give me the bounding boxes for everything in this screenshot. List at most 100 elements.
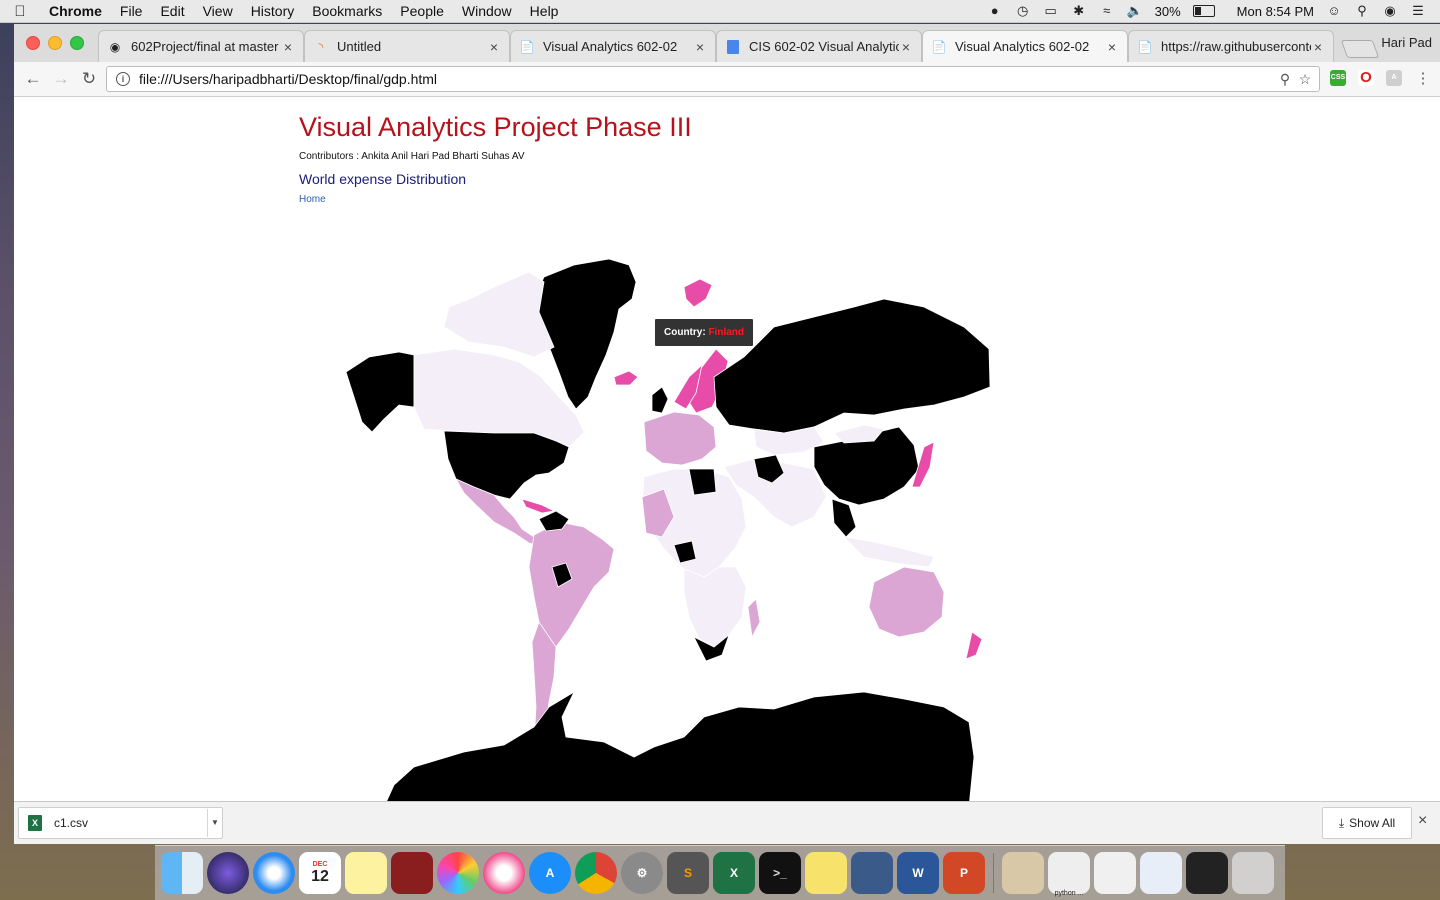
trash-icon[interactable]	[1232, 852, 1274, 894]
lock-icon[interactable]: ●	[990, 3, 999, 18]
home-link[interactable]: Home	[299, 194, 326, 205]
country-africa-west[interactable]	[641, 488, 675, 538]
bookmark-star-icon[interactable]: ☆	[1298, 70, 1312, 87]
calendar-icon[interactable]: DEC 12	[299, 852, 341, 894]
tab-cis-602[interactable]: CIS 602-02 Visual Analytic ×	[716, 30, 922, 62]
close-tab-icon[interactable]: ×	[901, 38, 911, 55]
country-iceland[interactable]	[613, 370, 639, 386]
menu-view[interactable]: View	[202, 3, 233, 19]
address-bar[interactable]: i file:///Users/haripadbharti/Desktop/fi…	[106, 66, 1320, 92]
country-mongolia[interactable]	[833, 424, 885, 444]
reload-icon[interactable]: ↻	[81, 69, 97, 88]
user-icon[interactable]: ☺	[1327, 3, 1341, 18]
terminal-icon[interactable]: >_	[759, 852, 801, 894]
file-stack-icon[interactable]	[851, 852, 893, 894]
photos-icon[interactable]	[437, 852, 479, 894]
country-australia[interactable]	[868, 566, 945, 638]
menu-history[interactable]: History	[250, 3, 295, 19]
menu-clock[interactable]: Mon 8:54 PM	[1236, 3, 1314, 19]
close-tab-icon[interactable]: ×	[695, 38, 705, 55]
volume-icon[interactable]: 🔈	[1126, 3, 1143, 18]
menu-edit[interactable]: Edit	[160, 3, 185, 19]
python-window-icon[interactable]: python ...	[1048, 852, 1090, 897]
calendar-window-icon[interactable]	[1140, 852, 1182, 894]
siri-dock-icon[interactable]	[207, 852, 249, 894]
country-venezuela[interactable]	[538, 510, 570, 532]
tab-visual-analytics-active[interactable]: 📄 Visual Analytics 602-02 ×	[922, 30, 1128, 62]
country-new-zealand[interactable]	[965, 631, 983, 660]
new-tab-button[interactable]	[1340, 40, 1380, 58]
country-uk[interactable]	[651, 386, 669, 414]
word-document-icon[interactable]	[1094, 852, 1136, 894]
menu-window[interactable]: Window	[461, 3, 512, 19]
tab-untitled[interactable]: ◝ Untitled ×	[304, 30, 510, 62]
system-preferences-icon[interactable]: ⚙	[621, 852, 663, 894]
app-store-icon[interactable]: A	[529, 852, 571, 894]
spotlight-search-icon[interactable]: ⚲	[1357, 3, 1367, 18]
info-icon[interactable]: i	[113, 69, 133, 89]
download-item[interactable]: X c1.csv ▼	[18, 807, 223, 839]
country-svalbard[interactable]	[683, 278, 713, 308]
download-file-name[interactable]: c1.csv	[54, 816, 89, 830]
country-canada[interactable]	[413, 348, 585, 448]
zoom-window-button[interactable]	[70, 36, 84, 50]
country-paraguay[interactable]	[551, 562, 573, 588]
notes-icon[interactable]	[345, 852, 387, 894]
country-libya[interactable]	[688, 468, 717, 496]
country-madagascar[interactable]	[747, 598, 761, 639]
profile-name[interactable]: Hari Pad	[1381, 35, 1432, 50]
tab-github[interactable]: ◉ 602Project/final at master ×	[98, 30, 304, 62]
zoom-icon[interactable]: ⚲	[1279, 70, 1291, 87]
forward-arrow-icon[interactable]: →	[52, 69, 70, 88]
notification-center-icon[interactable]: ☰	[1412, 3, 1424, 18]
close-tab-icon[interactable]: ×	[1313, 38, 1323, 55]
documents-folder-icon[interactable]	[1002, 852, 1044, 894]
finder-icon[interactable]	[161, 852, 203, 894]
country-cuba[interactable]	[521, 498, 556, 514]
powerpoint-dock-icon[interactable]: P	[943, 852, 985, 894]
close-tab-icon[interactable]: ×	[283, 38, 293, 55]
chrome-dock-icon[interactable]	[575, 852, 617, 894]
close-tab-icon[interactable]: ×	[489, 38, 499, 55]
photo-booth-icon[interactable]	[391, 852, 433, 894]
chevron-down-icon[interactable]: ▼	[207, 809, 222, 837]
country-russia[interactable]	[713, 298, 991, 434]
opera-extension-icon[interactable]: O	[1358, 70, 1374, 86]
menu-people[interactable]: People	[400, 3, 444, 19]
terminal-window-icon[interactable]	[1186, 852, 1228, 894]
safari-icon[interactable]	[253, 852, 295, 894]
url-text[interactable]: file:///Users/haripadbharti/Desktop/fina…	[139, 71, 438, 87]
country-europe-west[interactable]	[643, 411, 717, 466]
close-window-button[interactable]	[26, 36, 40, 50]
siri-icon[interactable]: ◉	[1384, 3, 1396, 18]
excel-dock-icon[interactable]: X	[713, 852, 755, 894]
tab-visual-analytics-1[interactable]: 📄 Visual Analytics 602-02 ×	[510, 30, 716, 62]
menu-file[interactable]: File	[119, 3, 143, 19]
minimize-window-button[interactable]	[48, 36, 62, 50]
chrome-menu-icon[interactable]: ⋮	[1415, 70, 1431, 87]
country-japan[interactable]	[911, 441, 935, 488]
country-southeast-asia[interactable]	[831, 498, 857, 538]
itunes-icon[interactable]	[483, 852, 525, 894]
back-arrow-icon[interactable]: ←	[24, 69, 42, 88]
stickies-icon[interactable]	[805, 852, 847, 894]
world-choropleth-map[interactable]	[344, 237, 1004, 803]
show-all-button[interactable]: ⤓ Show All	[1322, 807, 1412, 839]
menu-help[interactable]: Help	[529, 3, 559, 19]
wifi-icon[interactable]: ≈	[1103, 3, 1111, 18]
menu-app-name[interactable]: Chrome	[49, 3, 102, 19]
country-africa-south[interactable]	[683, 566, 747, 648]
country-iran[interactable]	[753, 454, 785, 484]
apple-menu-icon[interactable]: 	[0, 3, 40, 20]
country-south-africa[interactable]	[693, 633, 730, 662]
country-indonesia[interactable]	[842, 536, 935, 568]
close-icon[interactable]: ×	[1418, 812, 1428, 829]
extension-icon[interactable]: CSS	[1330, 70, 1346, 86]
battery-percent[interactable]: 30%	[1154, 3, 1181, 19]
country-alaska[interactable]	[345, 351, 415, 433]
country-norway-sweden[interactable]	[673, 363, 703, 410]
country-brazil-region[interactable]	[528, 521, 615, 648]
country-antarctica[interactable]	[384, 690, 975, 803]
close-tab-icon[interactable]: ×	[1107, 38, 1117, 55]
sublime-text-icon[interactable]: S	[667, 852, 709, 894]
